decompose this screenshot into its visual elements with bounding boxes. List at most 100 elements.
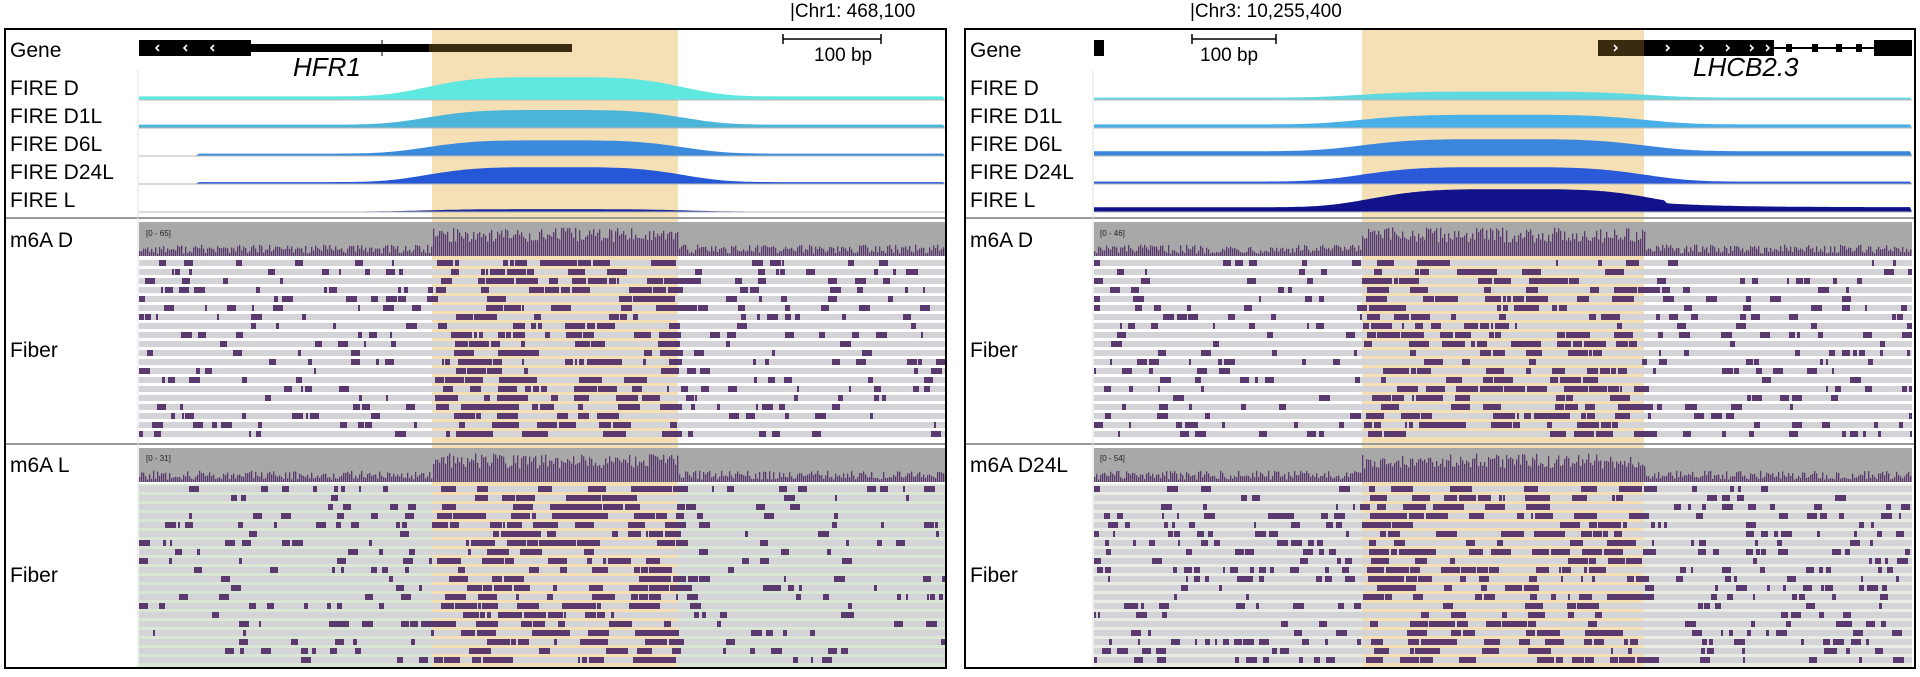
gene-exon (1836, 44, 1842, 52)
fiber-read (139, 495, 945, 501)
track-label-fire-d: FIRE D (10, 77, 79, 100)
strand-arrow-icon (1749, 44, 1755, 52)
gene-exon (1874, 40, 1912, 56)
track-canvas-left[interactable] (6, 30, 947, 669)
fiber-read (1094, 486, 1912, 492)
fire-signal-1 (1094, 91, 1912, 100)
fiber-read (1094, 341, 1912, 347)
coordinate-label-right: |Chr3: 10,255,400 (1190, 1, 1342, 22)
gene-cds (251, 44, 429, 52)
fire-signal-3 (139, 140, 945, 156)
track-label-fire-d6l: FIRE D6L (970, 133, 1063, 156)
fiber-read (139, 639, 945, 645)
fire-signal-5 (1094, 189, 1912, 212)
fiber-read (1094, 395, 1912, 401)
coverage-range-bottom: [0 - 54] (1100, 454, 1125, 463)
strand-arrow-icon (182, 44, 188, 52)
track-canvas-right[interactable] (966, 30, 1916, 669)
fiber-read (1094, 567, 1912, 573)
track-label-fire-d1l: FIRE D1L (10, 105, 103, 128)
gene-exon (1644, 40, 1774, 56)
scale-bar-label-right: 100 bp (1200, 45, 1259, 66)
fiber-read (1094, 359, 1912, 365)
genome-browser-panel-right[interactable]: 100 bp LHCB2.3 Gene FIRE D FIRE D1L FIRE… (964, 28, 1916, 669)
track-label-fiber-top: Fiber (970, 339, 1018, 362)
fiber-read (139, 413, 945, 419)
strand-arrow-icon (1765, 44, 1771, 52)
gene-name-left: HFR1 (293, 52, 361, 82)
fiber-read (1094, 404, 1912, 410)
gene-exon (1856, 44, 1862, 52)
fiber-read (139, 296, 945, 302)
track-label-fiber-top: Fiber (10, 339, 58, 362)
highlight-region (1362, 258, 1644, 440)
gene-utr (1598, 40, 1644, 56)
track-label-m6a-bottom: m6A D24L (970, 454, 1069, 477)
gene-exon (1094, 40, 1104, 56)
gene-exon (1786, 44, 1792, 52)
strand-arrow-icon (1699, 44, 1705, 52)
fiber-read (139, 368, 945, 374)
fiber-read (1094, 558, 1912, 564)
fiber-read (1094, 269, 1912, 275)
fiber-read (139, 657, 945, 663)
fire-signal-2 (1094, 114, 1912, 128)
strand-arrow-icon (154, 44, 160, 52)
gene-exon (1812, 44, 1818, 52)
fiber-read (139, 585, 945, 591)
gene-utr (429, 44, 572, 52)
track-label-fire-d1l: FIRE D1L (970, 105, 1063, 128)
track-label-m6a-top: m6A D (10, 229, 74, 252)
fiber-read (1094, 639, 1912, 645)
track-label-fire-l: FIRE L (10, 189, 76, 212)
fire-signal-1 (139, 77, 945, 100)
fiber-read (139, 350, 945, 356)
fiber-read (1094, 657, 1912, 663)
gene-exon (139, 40, 251, 56)
fiber-read (139, 269, 945, 275)
fiber-read (139, 278, 945, 284)
fire-signal-2 (139, 110, 945, 128)
fiber-read (139, 314, 945, 320)
track-label-m6a-top: m6A D (970, 229, 1034, 252)
fiber-read (139, 576, 945, 582)
fiber-read (139, 395, 945, 401)
genome-browser-panel-left[interactable]: 100 bp HFR1 Gene FIRE D FIRE D1L FIRE D6… (4, 28, 947, 669)
track-label-m6a-bottom: m6A L (10, 454, 70, 477)
fiber-read (1094, 630, 1912, 636)
track-label-fire-d: FIRE D (970, 77, 1039, 100)
fire-signal-4 (139, 167, 945, 184)
fiber-read (1094, 260, 1912, 266)
scale-bar-label-left: 100 bp (814, 45, 873, 66)
strand-arrow-icon (209, 44, 215, 52)
fiber-read (1094, 287, 1912, 293)
track-label-gene: Gene (970, 39, 1022, 62)
fiber-read (139, 513, 945, 519)
fiber-read (1094, 594, 1912, 600)
fiber-read (139, 594, 945, 600)
fiber-read (1094, 576, 1912, 582)
fiber-read (139, 377, 945, 383)
track-label-fire-l: FIRE L (970, 189, 1036, 212)
coverage-range-bottom: [0 - 31] (146, 454, 171, 463)
gene-name-right: LHCB2.3 (1693, 52, 1799, 82)
track-label-fiber-bottom: Fiber (970, 564, 1018, 587)
strand-arrow-icon (1725, 44, 1731, 52)
fiber-read (139, 558, 945, 564)
fire-signal-5 (139, 209, 945, 212)
track-label-fire-d24l: FIRE D24L (970, 161, 1074, 184)
fiber-read (139, 359, 945, 365)
coverage-range-top: [0 - 65] (146, 229, 171, 238)
track-label-fiber-bottom: Fiber (10, 564, 58, 587)
fiber-read (139, 341, 945, 347)
fiber-read (1094, 431, 1912, 437)
coordinate-label-left: |Chr1: 468,100 (790, 1, 916, 22)
strand-arrow-icon (1613, 44, 1619, 52)
fiber-read (1094, 522, 1912, 528)
fire-signal-4 (1094, 167, 1912, 184)
fiber-read (139, 332, 945, 338)
strand-arrow-icon (1665, 44, 1671, 52)
fiber-read (1094, 648, 1912, 654)
track-label-fire-d6l: FIRE D6L (10, 133, 103, 156)
coverage-range-top: [0 - 46] (1100, 229, 1125, 238)
